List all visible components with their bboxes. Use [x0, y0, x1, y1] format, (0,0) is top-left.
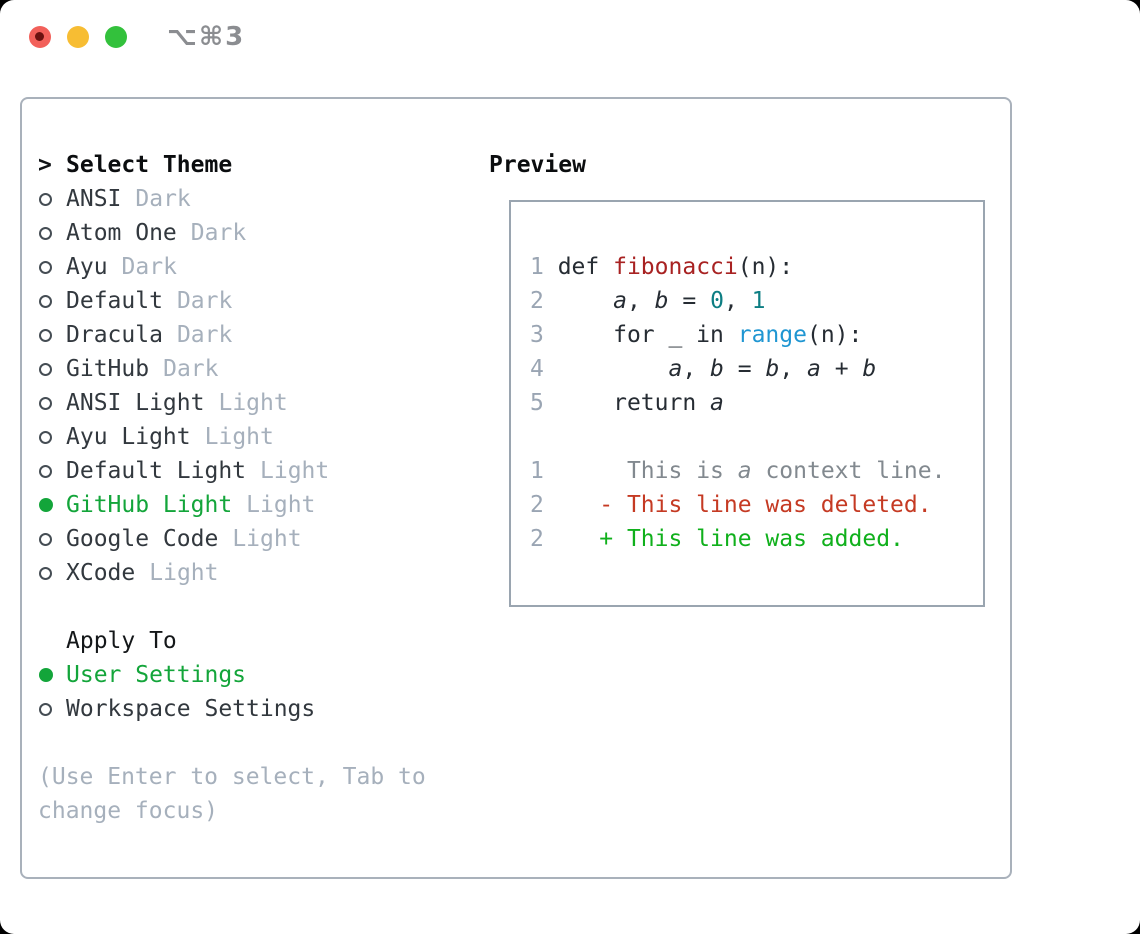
theme-variant-label: Light	[218, 390, 288, 416]
theme-variant-label: Light	[260, 458, 330, 484]
apply-to-option-label: User Settings	[66, 662, 247, 688]
theme-name: Default Light	[66, 458, 247, 484]
zoom-button[interactable]	[105, 26, 127, 48]
theme-variant-label: Dark	[190, 220, 247, 246]
spacer	[38, 590, 478, 624]
theme-option[interactable]: Default Light Light	[38, 454, 478, 488]
code-line: 5 return a	[530, 390, 724, 416]
theme-option[interactable]: ANSI Light Light	[38, 386, 478, 420]
radio-icon	[39, 532, 52, 546]
theme-variant-label: Light	[246, 492, 316, 518]
select-theme-header: > Select Theme	[38, 148, 478, 182]
radio-icon	[39, 668, 53, 682]
code-line: 4 a, b = b, a + b	[530, 356, 877, 382]
window-title: ⌥⌘3	[167, 22, 246, 52]
theme-name: XCode	[66, 560, 136, 586]
theme-variant-label: Light	[232, 526, 302, 552]
apply-to-header: Apply To	[38, 624, 478, 658]
code-line: 1 This is a context line.	[530, 458, 946, 484]
theme-list: ANSI Dark Atom One Dark Ayu Dark Default Dar…	[38, 182, 478, 590]
radio-icon	[39, 430, 52, 444]
radio-icon	[39, 192, 52, 206]
radio-icon	[39, 260, 52, 274]
hint-text: (Use Enter to select, Tab to change focus…	[38, 760, 478, 828]
preview-title: Preview	[489, 152, 586, 178]
theme-variant-label: Dark	[135, 186, 191, 212]
radio-icon	[39, 498, 53, 512]
spacer	[38, 726, 478, 760]
theme-name: ANSI Light	[66, 390, 205, 416]
code-line: 3 for _ in range(n):	[530, 322, 863, 348]
minimize-button[interactable]	[67, 26, 89, 48]
theme-variant-label: Dark	[163, 356, 219, 382]
hint-line: change focus)	[38, 798, 219, 824]
traffic-lights	[29, 26, 127, 48]
apply-to-option[interactable]: User Settings	[38, 658, 478, 692]
preview-pane: 1 def fibonacci(n): 2 a, b = 0, 1 3 for _ …	[509, 200, 985, 607]
theme-option[interactable]: GitHub Light Light	[38, 488, 478, 522]
theme-name: Google Code	[66, 526, 219, 552]
theme-name: Ayu Light	[66, 424, 191, 450]
theme-picker-panel: > Select Theme ANSI Dark Atom One Dark Ayu…	[20, 97, 1012, 879]
prompt-marker: >	[38, 152, 66, 178]
select-theme-title: Select Theme	[66, 152, 233, 178]
code-line: 2 a, b = 0, 1	[530, 288, 766, 314]
apply-to-title: Apply To	[66, 628, 177, 654]
radio-icon	[39, 464, 52, 478]
theme-variant-label: Dark	[176, 322, 233, 348]
theme-name: GitHub Light	[66, 492, 233, 518]
theme-option[interactable]: Default Dark	[38, 284, 478, 318]
theme-option[interactable]: XCode Light	[38, 556, 478, 590]
code-line: 2 - This line was deleted.	[530, 492, 932, 518]
radio-icon	[39, 226, 52, 240]
theme-option[interactable]: Google Code Light	[38, 522, 478, 556]
radio-icon	[39, 294, 52, 308]
radio-icon	[39, 362, 52, 376]
titlebar: ⌥⌘3	[0, 0, 1140, 76]
theme-variant-label: Dark	[121, 254, 177, 280]
code-line: 1 def fibonacci(n):	[530, 254, 794, 280]
theme-name: ANSI	[66, 186, 122, 212]
theme-option[interactable]: Atom One Dark	[38, 216, 478, 250]
theme-name: Atom One	[66, 220, 177, 246]
prompt-icon: >	[38, 152, 52, 178]
theme-option[interactable]: Dracula Dark	[38, 318, 478, 352]
radio-icon	[39, 328, 52, 342]
theme-variant-label: Light	[149, 560, 219, 586]
code-line: 2 + This line was added.	[530, 526, 904, 552]
radio-icon	[39, 702, 52, 716]
hint-line: (Use Enter to select, Tab to	[38, 764, 426, 790]
apply-to-option-label: Workspace Settings	[66, 696, 316, 722]
radio-icon	[39, 566, 52, 580]
theme-option[interactable]: GitHub Dark	[38, 352, 478, 386]
theme-option[interactable]: Ayu Light Light	[38, 420, 478, 454]
theme-picker-column: > Select Theme ANSI Dark Atom One Dark Ayu…	[38, 148, 478, 828]
theme-name: GitHub	[66, 356, 150, 382]
theme-name: Dracula	[66, 322, 163, 348]
code-line	[530, 420, 983, 454]
theme-variant-label: Light	[204, 424, 274, 450]
theme-option[interactable]: ANSI Dark	[38, 182, 478, 216]
theme-option[interactable]: Ayu Dark	[38, 250, 478, 284]
apply-to-option[interactable]: Workspace Settings	[38, 692, 478, 726]
apply-to-list: User Settings Workspace Settings	[38, 658, 478, 726]
radio-icon	[39, 396, 52, 410]
theme-name: Default	[66, 288, 163, 314]
close-button[interactable]	[29, 26, 51, 48]
theme-variant-label: Dark	[176, 288, 233, 314]
theme-name: Ayu	[66, 254, 108, 280]
